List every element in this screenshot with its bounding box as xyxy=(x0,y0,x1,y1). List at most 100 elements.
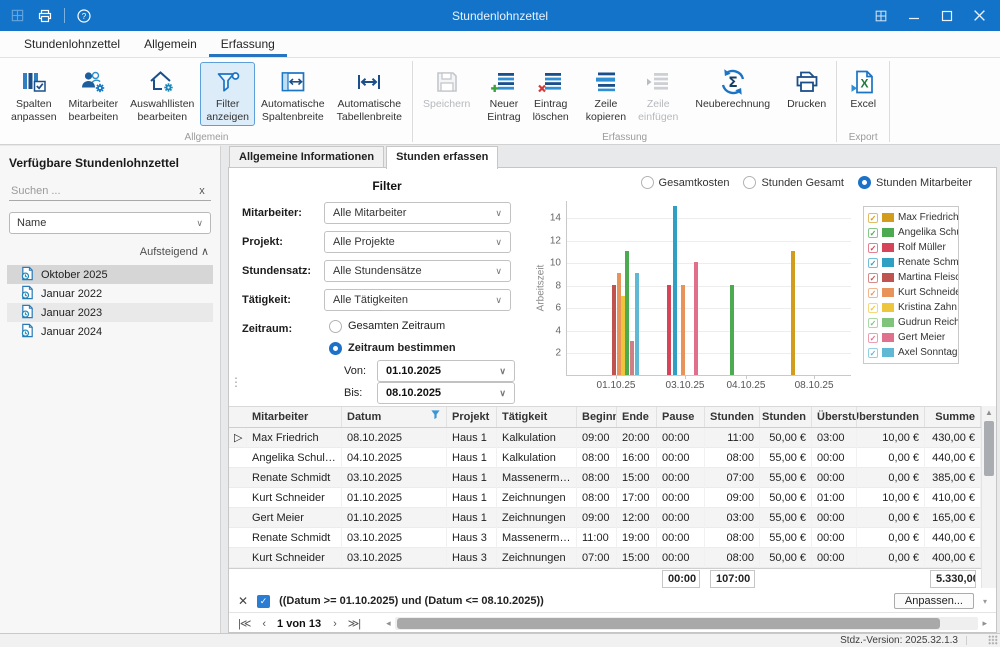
maximize-button[interactable] xyxy=(930,0,963,31)
splitter-grip[interactable]: ⋮ xyxy=(230,375,242,389)
legend-checkbox[interactable]: ✓ xyxy=(868,212,878,223)
automatische-tabellenbreite-button[interactable]: Automatische Tabellenbreite xyxy=(331,62,408,126)
expand-row-icon[interactable]: ▷ xyxy=(229,427,247,448)
radio-label: Stunden Mitarbeiter xyxy=(876,176,972,189)
table-row-max-friedrich-08-10-2025[interactable]: ▷ Max Friedrich 08.10.2025 Haus 1 Kalkulatio… xyxy=(229,427,981,448)
table-row-kurt-schneider-03-10-2025[interactable]: Kurt Schneider 03.10.2025 Haus 3 Zeichnunge… xyxy=(229,547,981,568)
mitarbeiter-bearbeiten-button[interactable]: Mitarbeiter bearbeiten xyxy=(63,62,125,126)
spalten-anpassen-button[interactable]: Spalten anpassen xyxy=(5,62,63,126)
quick-print-icon[interactable] xyxy=(32,3,58,29)
filter-anzeigen-button[interactable]: Filter anzeigen xyxy=(200,62,255,127)
column-header-t-tigkeit-3[interactable]: Tätigkeit xyxy=(497,407,577,427)
von-date-select[interactable]: 01.10.2025 ∨ xyxy=(377,360,515,382)
column-header-mitarbeiter-0[interactable]: Mitarbeiter xyxy=(247,407,342,427)
sort-direction-toggle[interactable]: Aufsteigend ∧ xyxy=(139,246,209,258)
neuer-eintrag-button[interactable]: Neuer Eintrag xyxy=(481,62,526,126)
column-header-beginn-4[interactable]: Beginn xyxy=(577,407,617,427)
search-input[interactable] xyxy=(9,182,193,201)
first-page-button[interactable]: |≪ xyxy=(238,618,251,630)
button-label: Neuer Eintrag xyxy=(487,98,521,123)
t-tigkeit-select[interactable]: Alle Tätigkeiten ∨ xyxy=(324,289,511,311)
column-header-berstunden-10[interactable]: Überstunden xyxy=(857,407,925,427)
column-width-icon xyxy=(279,66,307,98)
bis-date-select[interactable]: 08.10.2025 ∨ xyxy=(377,382,515,404)
chevron-down-icon[interactable]: ▾ xyxy=(982,596,987,606)
table-row-angelika-schulze-04-10-2025[interactable]: Angelika Schulze 04.10.2025 Haus 1 Kalkulat… xyxy=(229,447,981,468)
scrollbar-thumb[interactable] xyxy=(984,421,994,476)
timesheet-item-januar-2024[interactable]: Januar 2024 xyxy=(7,322,213,341)
radio-stunden-mitarbeiter[interactable]: Stunden Mitarbeiter xyxy=(858,176,972,189)
close-button[interactable] xyxy=(963,0,996,31)
auswahllisten-bearbeiten-button[interactable]: Auswahllisten bearbeiten xyxy=(124,62,200,126)
timesheet-item-oktober-2025[interactable]: Oktober 2025 xyxy=(7,265,213,284)
bar-max-friedrich-08-10-25 xyxy=(791,250,795,375)
column-header-label: Beginn xyxy=(582,411,617,423)
last-page-button[interactable]: ≫| xyxy=(347,618,361,630)
automatische-spaltenbreite-button[interactable]: Automatische Spaltenbreite xyxy=(255,62,331,126)
timesheet-item-januar-2023[interactable]: Januar 2023 xyxy=(7,303,213,322)
scrollbar-thumb[interactable] xyxy=(396,618,940,629)
clear-search-button[interactable]: x xyxy=(193,182,211,201)
projekt-select[interactable]: Alle Projekte ∨ xyxy=(324,231,511,253)
eintrag-loeschen-button[interactable]: Eintrag löschen xyxy=(527,62,575,126)
horizontal-scrollbar[interactable]: ◂ ▸ xyxy=(386,617,987,630)
legend-checkbox[interactable]: ✓ xyxy=(868,257,878,268)
remove-filter-icon[interactable]: ✕ xyxy=(238,594,249,608)
scroll-up-icon[interactable]: ▲ xyxy=(985,408,993,417)
cell: 08.10.2025 xyxy=(342,427,447,448)
table-row-kurt-schneider-01-10-2025[interactable]: Kurt Schneider 01.10.2025 Haus 1 Zeichnunge… xyxy=(229,487,981,508)
help-icon[interactable]: ? xyxy=(71,3,97,29)
stundensatz-select[interactable]: Alle Stundensätze ∨ xyxy=(324,260,511,282)
scroll-left-icon[interactable]: ◂ xyxy=(386,618,391,628)
legend-checkbox[interactable]: ✓ xyxy=(868,332,878,343)
zeile-kopieren-button[interactable]: Zeile kopieren xyxy=(580,62,632,126)
excel-button[interactable]: X Excel xyxy=(841,62,885,114)
legend-checkbox[interactable]: ✓ xyxy=(868,227,878,238)
cell: 09:00 xyxy=(577,427,617,448)
tab-stunden-erfassen[interactable]: Stunden erfassen xyxy=(386,146,499,169)
filter-enabled-checkbox[interactable]: ✓ xyxy=(257,594,271,608)
column-header-ende-5[interactable]: Ende xyxy=(617,407,657,427)
legend-checkbox[interactable]: ✓ xyxy=(868,242,878,253)
legend-checkbox[interactable]: ✓ xyxy=(868,347,878,358)
customize-filter-button[interactable]: Anpassen... xyxy=(893,593,974,609)
menu-tab-stundenlohnzettel[interactable]: Stundenlohnzettel xyxy=(24,37,121,51)
table-row-gert-meier-01-10-2025[interactable]: Gert Meier 01.10.2025 Haus 1 Zeichnungen 09:… xyxy=(229,507,981,528)
column-header-pause-6[interactable]: Pause xyxy=(657,407,705,427)
next-page-button[interactable]: › xyxy=(333,617,337,630)
radio-stunden-gesamt[interactable]: Stunden Gesamt xyxy=(743,176,844,189)
column-header-projekt-2[interactable]: Projekt xyxy=(447,407,497,427)
column-header-stunden-8[interactable]: Stunden xyxy=(760,407,812,427)
legend-checkbox[interactable]: ✓ xyxy=(868,302,878,313)
dock-panel-icon[interactable] xyxy=(864,0,897,31)
x-tick-mark xyxy=(814,375,816,379)
scroll-right-icon[interactable]: ▸ xyxy=(982,618,987,628)
table-row-renate-schmidt-03-10-2025[interactable]: Renate Schmidt 03.10.2025 Haus 3 Massenermi… xyxy=(229,527,981,548)
scrollbar-track[interactable] xyxy=(394,617,979,630)
column-header-stunden-7[interactable]: Stunden xyxy=(705,407,760,427)
menu-tab-allgemein[interactable]: Allgemein xyxy=(144,37,197,51)
column-header-datum-1[interactable]: Datum xyxy=(342,407,447,427)
previous-page-button[interactable]: ‹ xyxy=(262,617,266,630)
tab-allgemeine-informationen[interactable]: Allgemeine Informationen xyxy=(229,146,385,168)
neuberechnung-button[interactable]: Σ Neuberechnung xyxy=(689,62,776,114)
minimize-button[interactable] xyxy=(897,0,930,31)
vertical-scrollbar[interactable]: ▲ xyxy=(981,406,996,588)
column-header-summe-11[interactable]: Summe xyxy=(925,407,981,427)
legend-checkbox[interactable]: ✓ xyxy=(868,272,878,283)
legend-checkbox[interactable]: ✓ xyxy=(868,317,878,328)
resize-grip-icon[interactable] xyxy=(988,635,998,645)
mitarbeiter-select[interactable]: Alle Mitarbeiter ∨ xyxy=(324,202,511,224)
legend-checkbox[interactable]: ✓ xyxy=(868,287,878,298)
menu-tab-erfassung[interactable]: Erfassung xyxy=(208,31,287,57)
timesheet-item-januar-2022[interactable]: Januar 2022 xyxy=(7,284,213,303)
radio-gesamtkosten[interactable]: Gesamtkosten xyxy=(640,176,729,189)
radio-gesamter-zeitraum[interactable]: Gesamten Zeitraum xyxy=(329,318,445,334)
column-header-berstun-9[interactable]: Überstun xyxy=(812,407,857,427)
sort-field-select[interactable]: Name ∨ xyxy=(9,212,211,234)
drucken-button[interactable]: Drucken xyxy=(781,62,832,114)
table-row-renate-schmidt-03-10-2025[interactable]: Renate Schmidt 03.10.2025 Haus 1 Massenermi… xyxy=(229,467,981,488)
column-filter-icon[interactable] xyxy=(430,407,441,427)
radio-zeitraum-bestimmen[interactable]: Zeitraum bestimmen xyxy=(329,340,456,356)
